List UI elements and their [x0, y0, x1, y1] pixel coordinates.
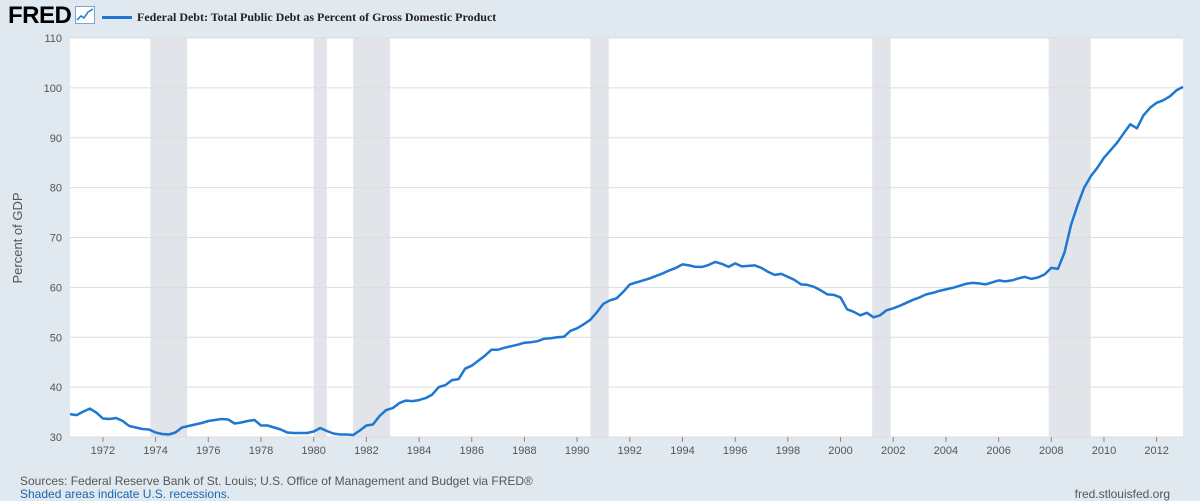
x-axis-ticks: 1972 1974 1976 1978 1980 1982 1984 1986 1988 1990…: [91, 437, 1169, 457]
series-line-path[interactable]: [69, 85, 1184, 437]
footer-url[interactable]: fred.stlouisfed.org: [1074, 487, 1170, 501]
x-tick-label: 1980: [301, 445, 325, 457]
x-tick-label: 2006: [986, 445, 1010, 457]
x-tick-label: 2002: [881, 445, 905, 457]
x-tick-label: 1994: [670, 445, 694, 457]
x-tick-label: 2012: [1144, 445, 1168, 457]
x-tick-label: 1982: [354, 445, 378, 457]
x-tick-label: 1978: [249, 445, 273, 457]
y-tick-label: 100: [44, 83, 62, 95]
x-tick-label: 1990: [565, 445, 589, 457]
x-tick-label: 1986: [459, 445, 483, 457]
footer-recession-note: Shaded areas indicate U.S. recessions.: [20, 487, 231, 501]
x-tick-label: 2004: [934, 445, 958, 457]
x-tick-label: 2010: [1092, 445, 1116, 457]
x-tick-label: 1998: [776, 445, 800, 457]
chart-header: FRED Federal Debt: Total Public Debt as …: [0, 0, 1200, 32]
legend-swatch: [102, 16, 132, 19]
y-tick-label: 110: [44, 33, 62, 45]
x-tick-label: 1976: [196, 445, 220, 457]
y-tick-label: 60: [50, 282, 62, 294]
y-axis-ticks: 30 40 50 60 70 80 90 100 110: [44, 33, 62, 444]
y-tick-label: 40: [50, 382, 62, 394]
legend-label[interactable]: Federal Debt: Total Public Debt as Perce…: [137, 10, 497, 24]
footer-sources: Sources: Federal Reserve Bank of St. Lou…: [20, 474, 533, 488]
x-tick-label: 1972: [91, 445, 115, 457]
y-tick-label: 80: [50, 183, 62, 195]
series-line: [69, 85, 1184, 437]
x-tick-label: 1988: [512, 445, 536, 457]
x-tick-label: 2000: [828, 445, 852, 457]
y-tick-label: 50: [50, 332, 62, 344]
y-tick-label: 70: [50, 233, 62, 245]
x-tick-label: 1996: [723, 445, 747, 457]
x-tick-label: 1984: [407, 445, 431, 457]
y-tick-label: 90: [50, 133, 62, 145]
y-tick-label: 30: [50, 432, 62, 444]
x-tick-label: 1974: [143, 445, 167, 457]
line-chart-icon: [75, 6, 95, 24]
y-axis-label: Percent of GDP: [10, 192, 25, 283]
chart-area: 30 40 50 60 70 80 90 100 110 1972 1974 1976 1978 198…: [10, 33, 1184, 457]
x-tick-label: 2008: [1039, 445, 1063, 457]
x-tick-label: 1992: [618, 445, 642, 457]
fred-logo[interactable]: FRED: [8, 2, 72, 29]
